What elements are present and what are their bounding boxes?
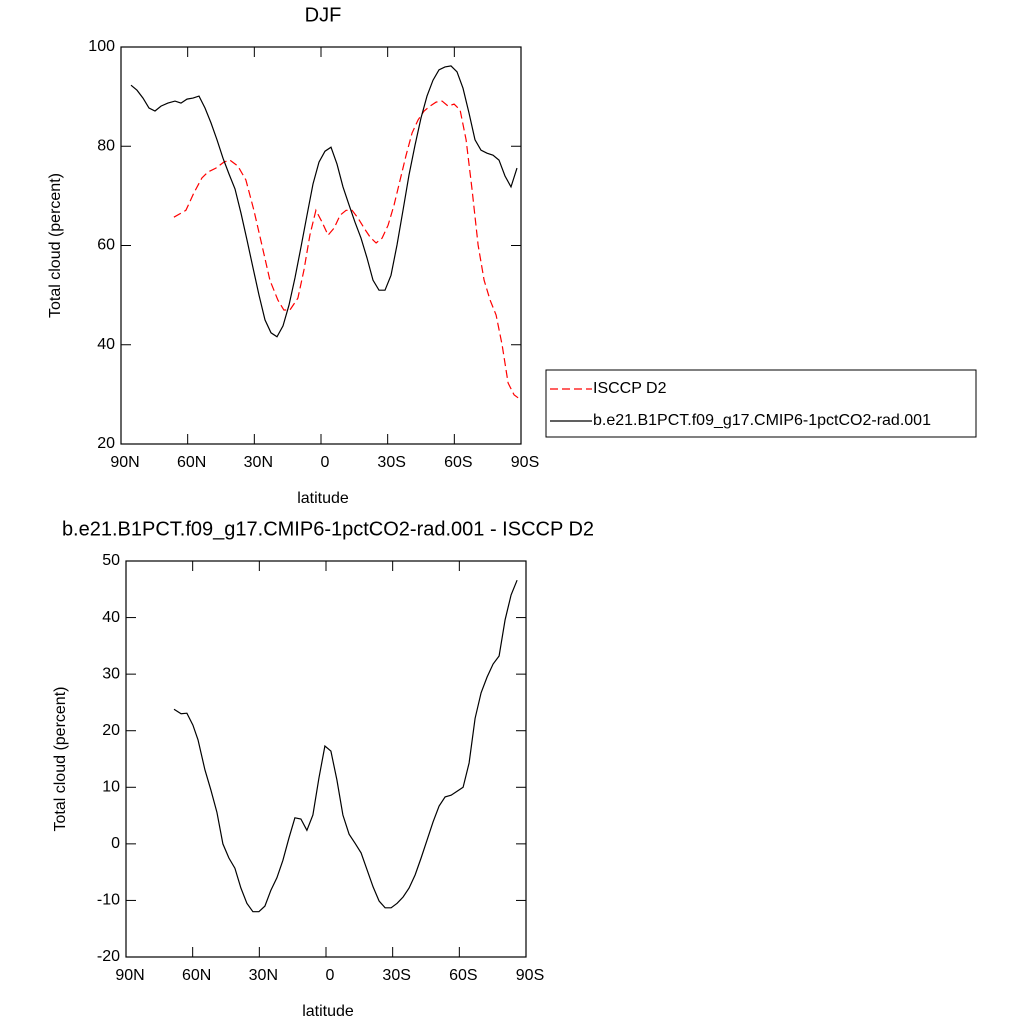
series-line <box>173 579 518 913</box>
y-tick-label: 60 <box>97 237 115 254</box>
x-axis-label: latitude <box>297 490 349 507</box>
plot-frame <box>120 46 522 445</box>
y-axis-label: Total cloud (percent) <box>52 687 69 832</box>
x-tick-label: 90S <box>516 967 544 984</box>
chart-title: b.e21.B1PCT.f09_g17.CMIP6-1pctCO2-rad.00… <box>62 518 594 540</box>
x-tick-label: 30S <box>382 967 410 984</box>
x-tick-label: 60N <box>177 454 206 471</box>
y-tick-label: 40 <box>102 609 120 626</box>
y-tick-label: 20 <box>102 722 120 739</box>
legend-label: ISCCP D2 <box>593 380 667 397</box>
y-tick-label: -10 <box>97 892 120 909</box>
y-tick-label: 100 <box>88 38 115 55</box>
y-tick-label: 20 <box>97 435 115 452</box>
x-tick-label: 90S <box>511 454 539 471</box>
y-tick-label: -20 <box>97 948 120 965</box>
x-tick-label: 30N <box>249 967 278 984</box>
plot-frame <box>125 560 527 958</box>
y-tick-label: 50 <box>102 552 120 569</box>
chart-title: DJF <box>305 4 342 26</box>
y-tick-label: 0 <box>111 835 120 852</box>
x-tick-label: 90N <box>110 454 139 471</box>
legend-label: b.e21.B1PCT.f09_g17.CMIP6-1pctCO2-rad.00… <box>593 412 931 429</box>
y-tick-label: 30 <box>102 665 120 682</box>
series-line <box>173 100 519 399</box>
x-tick-label: 0 <box>326 967 335 984</box>
legend-box <box>545 369 977 438</box>
x-axis-label: latitude <box>302 1003 354 1020</box>
series-line <box>130 65 518 338</box>
y-axis-label: Total cloud (percent) <box>47 173 64 318</box>
x-tick-label: 30N <box>244 454 273 471</box>
x-tick-label: 0 <box>321 454 330 471</box>
x-tick-label: 30S <box>377 454 405 471</box>
y-tick-label: 80 <box>97 137 115 154</box>
y-tick-label: 10 <box>102 779 120 796</box>
x-tick-label: 90N <box>115 967 144 984</box>
x-tick-label: 60S <box>449 967 477 984</box>
y-tick-label: 40 <box>97 336 115 353</box>
x-tick-label: 60N <box>182 967 211 984</box>
x-tick-label: 60S <box>444 454 472 471</box>
